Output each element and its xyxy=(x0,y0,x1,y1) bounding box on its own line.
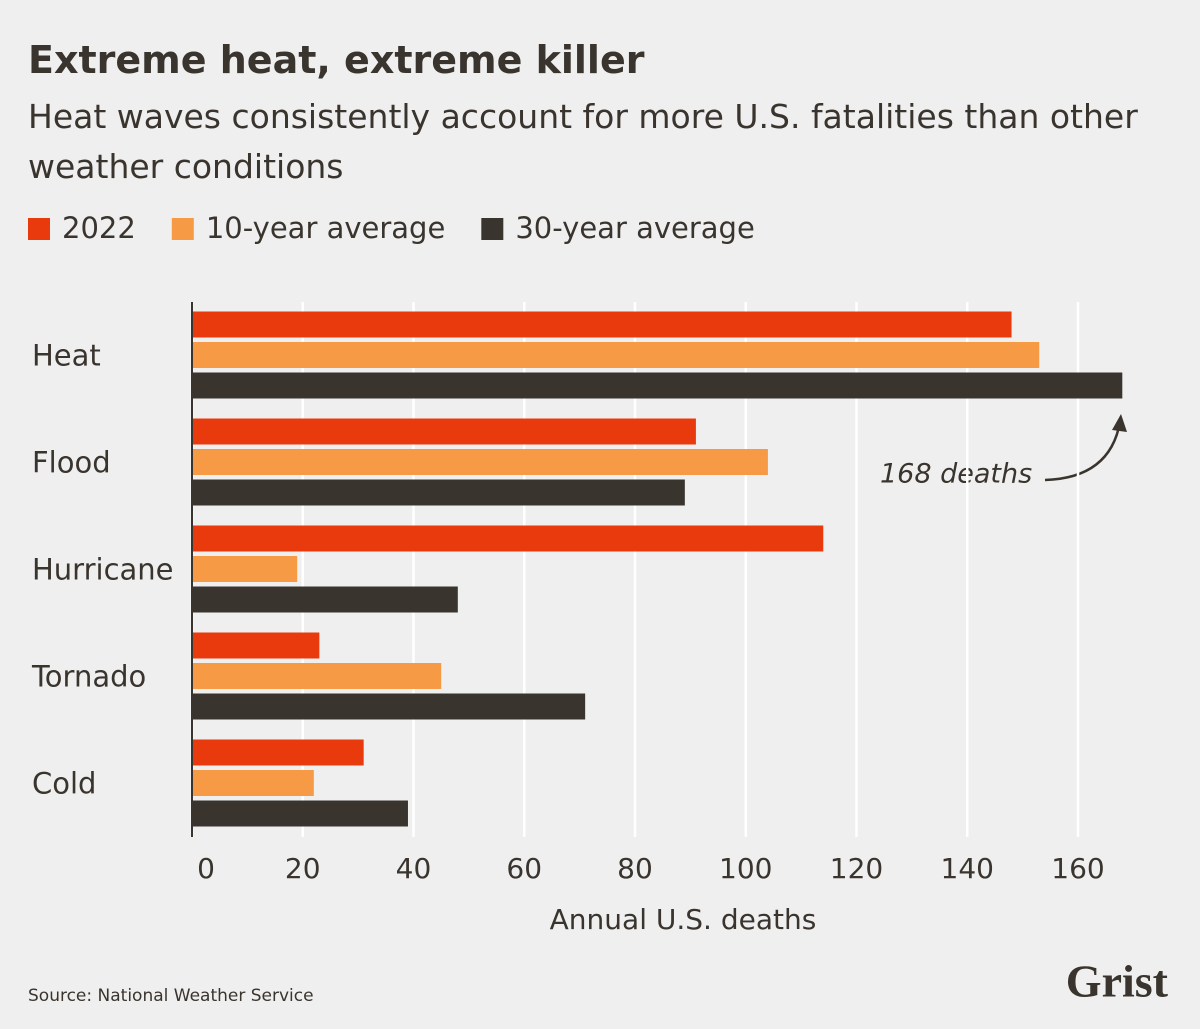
bar xyxy=(192,739,364,766)
bar xyxy=(192,770,314,796)
y-tick-label: Cold xyxy=(32,767,96,801)
x-tick-label: 160 xyxy=(1051,852,1104,885)
bar xyxy=(192,449,768,475)
legend-swatch xyxy=(28,218,50,240)
bar xyxy=(192,479,685,506)
bar xyxy=(192,311,1012,338)
x-tick-label: 40 xyxy=(396,852,432,885)
annotation: 168 deaths xyxy=(880,459,1032,490)
legend-swatch xyxy=(171,218,194,240)
chart-title: Extreme heat, extreme killer xyxy=(28,38,645,82)
bar xyxy=(192,693,586,720)
annotation-arrow xyxy=(1044,421,1122,482)
bar xyxy=(192,556,298,582)
legend-label: 10-year average xyxy=(206,211,446,245)
x-tick-label: 120 xyxy=(830,852,883,885)
bar xyxy=(192,418,696,445)
bar xyxy=(192,525,824,552)
bar xyxy=(192,372,1123,399)
legend-swatch xyxy=(481,218,504,240)
x-tick-label: 140 xyxy=(941,852,994,885)
x-tick-label: 100 xyxy=(719,852,772,885)
source: Source: National Weather Service xyxy=(28,986,314,1006)
y-tick-label: Flood xyxy=(32,446,111,480)
bar xyxy=(192,800,408,827)
x-tick-label: 60 xyxy=(506,852,542,885)
bar xyxy=(192,632,320,659)
chart-subtitle: Heat waves consistently account for more… xyxy=(28,97,1138,186)
y-tick-label: Tornado xyxy=(31,660,146,694)
x-tick-label: 0 xyxy=(197,852,215,885)
bar xyxy=(192,586,458,613)
arrow-head xyxy=(1112,414,1127,432)
x-tick-label: 20 xyxy=(285,852,321,885)
y-tick-label: Heat xyxy=(32,339,101,373)
y-tick-label: Hurricane xyxy=(32,553,174,587)
bar xyxy=(192,342,1040,368)
x-axis-label: Annual U.S. deaths xyxy=(550,903,817,936)
logo: Grist xyxy=(1066,956,1169,1007)
legend-label: 30-year average xyxy=(515,211,755,245)
x-tick-label: 80 xyxy=(617,852,653,885)
bar xyxy=(192,663,442,689)
legend-label: 2022 xyxy=(62,211,136,245)
